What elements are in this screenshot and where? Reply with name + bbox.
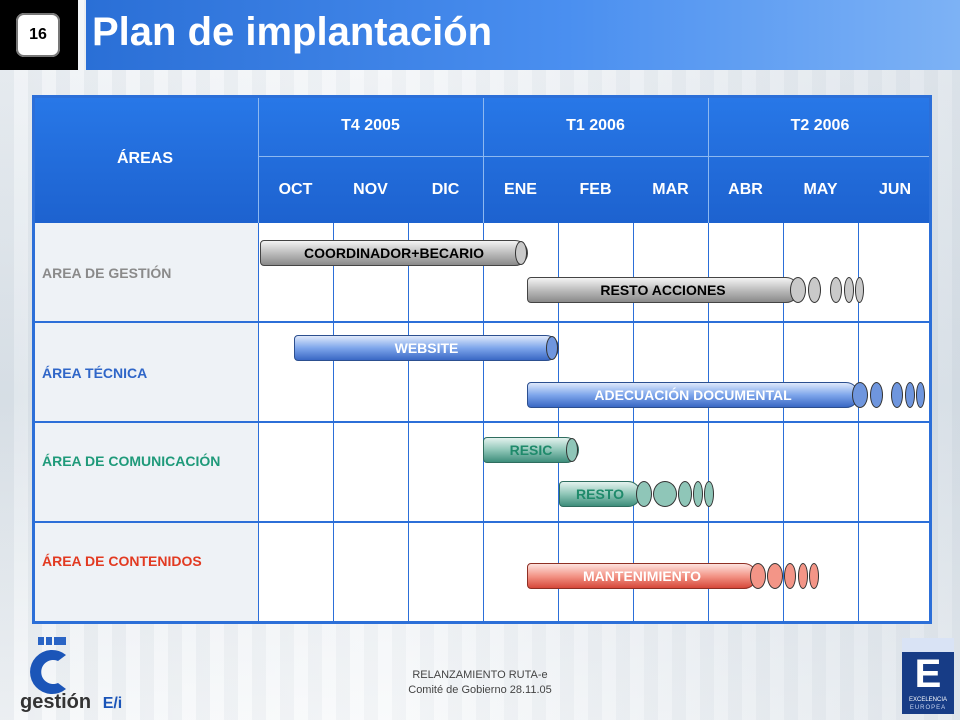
row-label-tecnica: ÁREA TÉCNICA [32,323,258,423]
row-grid [258,423,932,523]
month-jun: JUN [878,181,911,198]
bar-tail-segment [636,481,652,507]
row-label-comunicacion: ÁREA DE COMUNICACIÓN [32,423,258,523]
slide-number: 16 [16,13,60,57]
logo-text-1: EXCELENCIA [908,697,947,703]
bar-tail-segment [809,563,819,589]
row-grid [258,323,932,423]
bar-tail-segment [678,481,692,507]
header-vline [708,95,709,223]
bar-tail-segment [830,277,842,303]
excelencia-europea-logo: E EXCELENCIA EUROPEA [902,638,954,714]
month-abr: ABR [728,181,763,198]
grid-vline [558,223,559,624]
bar-label: WEBSITE [394,340,459,356]
bar-tail-segment [784,563,796,589]
slide-title: Plan de implantación [92,10,493,54]
bar-tail-segment [905,382,915,408]
month-ene: ENE [504,181,537,198]
logo-text: gestión [20,691,92,713]
bar-tail-segment [855,277,864,303]
bar-coordinador-becario: COORDINADOR+BECARIO [260,240,528,266]
month-mar: MAR [652,181,689,198]
header-vline [483,95,484,223]
month-oct: OCT [278,181,313,198]
bar-tail-segment [891,382,903,408]
grid-vline [483,223,484,624]
bar-tail-segment [844,277,854,303]
quarter-t1-2006: T1 2006 [566,117,625,134]
grid-vline [408,223,409,624]
table-header: ÁREAS T4 2005 T1 2006 T2 2006 OCT NOV DI… [32,95,932,223]
bar-end-cap [546,336,558,360]
bar-resto-acciones: RESTO ACCIONES [527,277,799,303]
month-nov: NOV [353,181,388,198]
bar-resic: RESIC [483,437,579,463]
bar-tail-segment [704,481,714,507]
bar-tail-segment [693,481,703,507]
bar-end-cap [515,241,527,265]
bar-mantenimiento: MANTENIMIENTO [527,563,757,589]
bar-tail-segment [916,382,925,408]
bar-tail-segment [808,277,821,303]
bar-tail-segment [790,277,806,303]
quarter-t2-2006: T2 2006 [790,117,850,134]
areas-header: ÁREAS [116,150,173,167]
month-may: MAY [803,181,838,198]
bar-tail-segment [653,481,677,507]
footer-line-2: Comité de Gobierno 28.11.05 [408,684,552,696]
bar-website: WEBSITE [294,335,559,361]
bar-label: COORDINADOR+BECARIO [303,245,485,261]
row-label: AREA DE GESTIÓN [42,265,172,281]
gantt-table: ÁREAS T4 2005 T1 2006 T2 2006 OCT NOV DI… [32,95,932,624]
row-label: ÁREA DE CONTENIDOS [42,553,202,569]
month-feb: FEB [579,181,612,198]
bar-label: MANTENIMIENTO [583,568,701,584]
bar-tail-segment [870,382,883,408]
quarter-t4-2005: T4 2005 [341,117,400,134]
footer-text: RELANZAMIENTO RUTA-e Comité de Gobierno … [380,668,580,698]
header-vline [258,95,259,223]
bar-tail-segment [750,563,766,589]
bar-resto: RESTO [559,481,641,507]
bar-label: RESTO ACCIONES [600,282,726,298]
header-divider [258,156,932,157]
grid-vline [258,223,259,624]
gestion-ei-logo: gestión E/i [20,635,140,715]
logo-top-band [902,638,954,652]
logo-text-2: EUROPEA [909,705,947,711]
row-label-contenidos: ÁREA DE CONTENIDOS [32,523,258,624]
table-body: AREA DE GESTIÓN ÁREA TÉCNICA ÁREA DE COM… [32,223,932,624]
gestion-logo-mark [30,637,66,694]
footer-line-1: RELANZAMIENTO RUTA-e [412,669,548,681]
bar-label: ADECUACIÓN DOCUMENTAL [594,387,792,403]
grid-vline [708,223,709,624]
title-bar [86,0,960,70]
grid-vline [858,223,859,624]
bar-end-cap [566,438,578,462]
logo-suffix: E/i [102,695,123,712]
grid-vline [633,223,634,624]
row-label: ÁREA TÉCNICA [42,365,148,381]
slide-number-box: 16 [0,0,78,70]
row-label: ÁREA DE COMUNICACIÓN [42,453,221,469]
month-dic: DIC [431,181,460,198]
grid-vline [333,223,334,624]
row-grid [258,223,932,323]
bar-label: RESIC [509,442,553,458]
bar-tail-segment [852,382,868,408]
bar-tail-segment [798,563,808,589]
bar-label: RESTO [576,486,624,502]
row-label-gestion: AREA DE GESTIÓN [32,223,258,323]
grid-vline [783,223,784,624]
bar-adecuacion-documental: ADECUACIÓN DOCUMENTAL [527,382,859,408]
logo-letter: E [914,652,942,696]
bar-tail-segment [767,563,783,589]
